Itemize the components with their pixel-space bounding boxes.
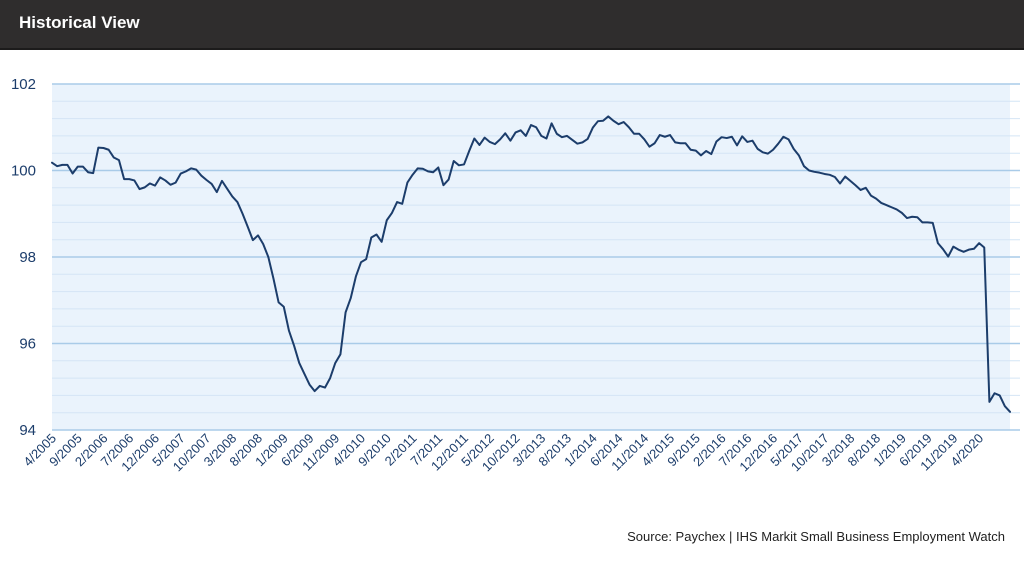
page-title: Historical View bbox=[19, 13, 140, 32]
line-chart: 94 96 98 100 102 4/20059/20052/20067/200612/… bbox=[11, 76, 1020, 475]
series-line-group bbox=[51, 115, 1011, 413]
header-bar: Historical View bbox=[0, 0, 1024, 50]
gridlines bbox=[52, 83, 1020, 431]
source-note: Source: Paychex | IHS Markit Small Busin… bbox=[627, 529, 1005, 544]
x-axis: 4/20059/20052/20067/200612/20065/200710/… bbox=[20, 431, 986, 475]
y-tick-label: 94 bbox=[19, 422, 36, 439]
y-tick-label: 100 bbox=[11, 163, 36, 180]
y-tick-label: 102 bbox=[11, 76, 36, 93]
y-tick-label: 96 bbox=[19, 336, 36, 353]
y-axis: 94 96 98 100 102 bbox=[11, 76, 36, 439]
series-line bbox=[51, 115, 1011, 413]
y-tick-label: 98 bbox=[19, 249, 36, 266]
